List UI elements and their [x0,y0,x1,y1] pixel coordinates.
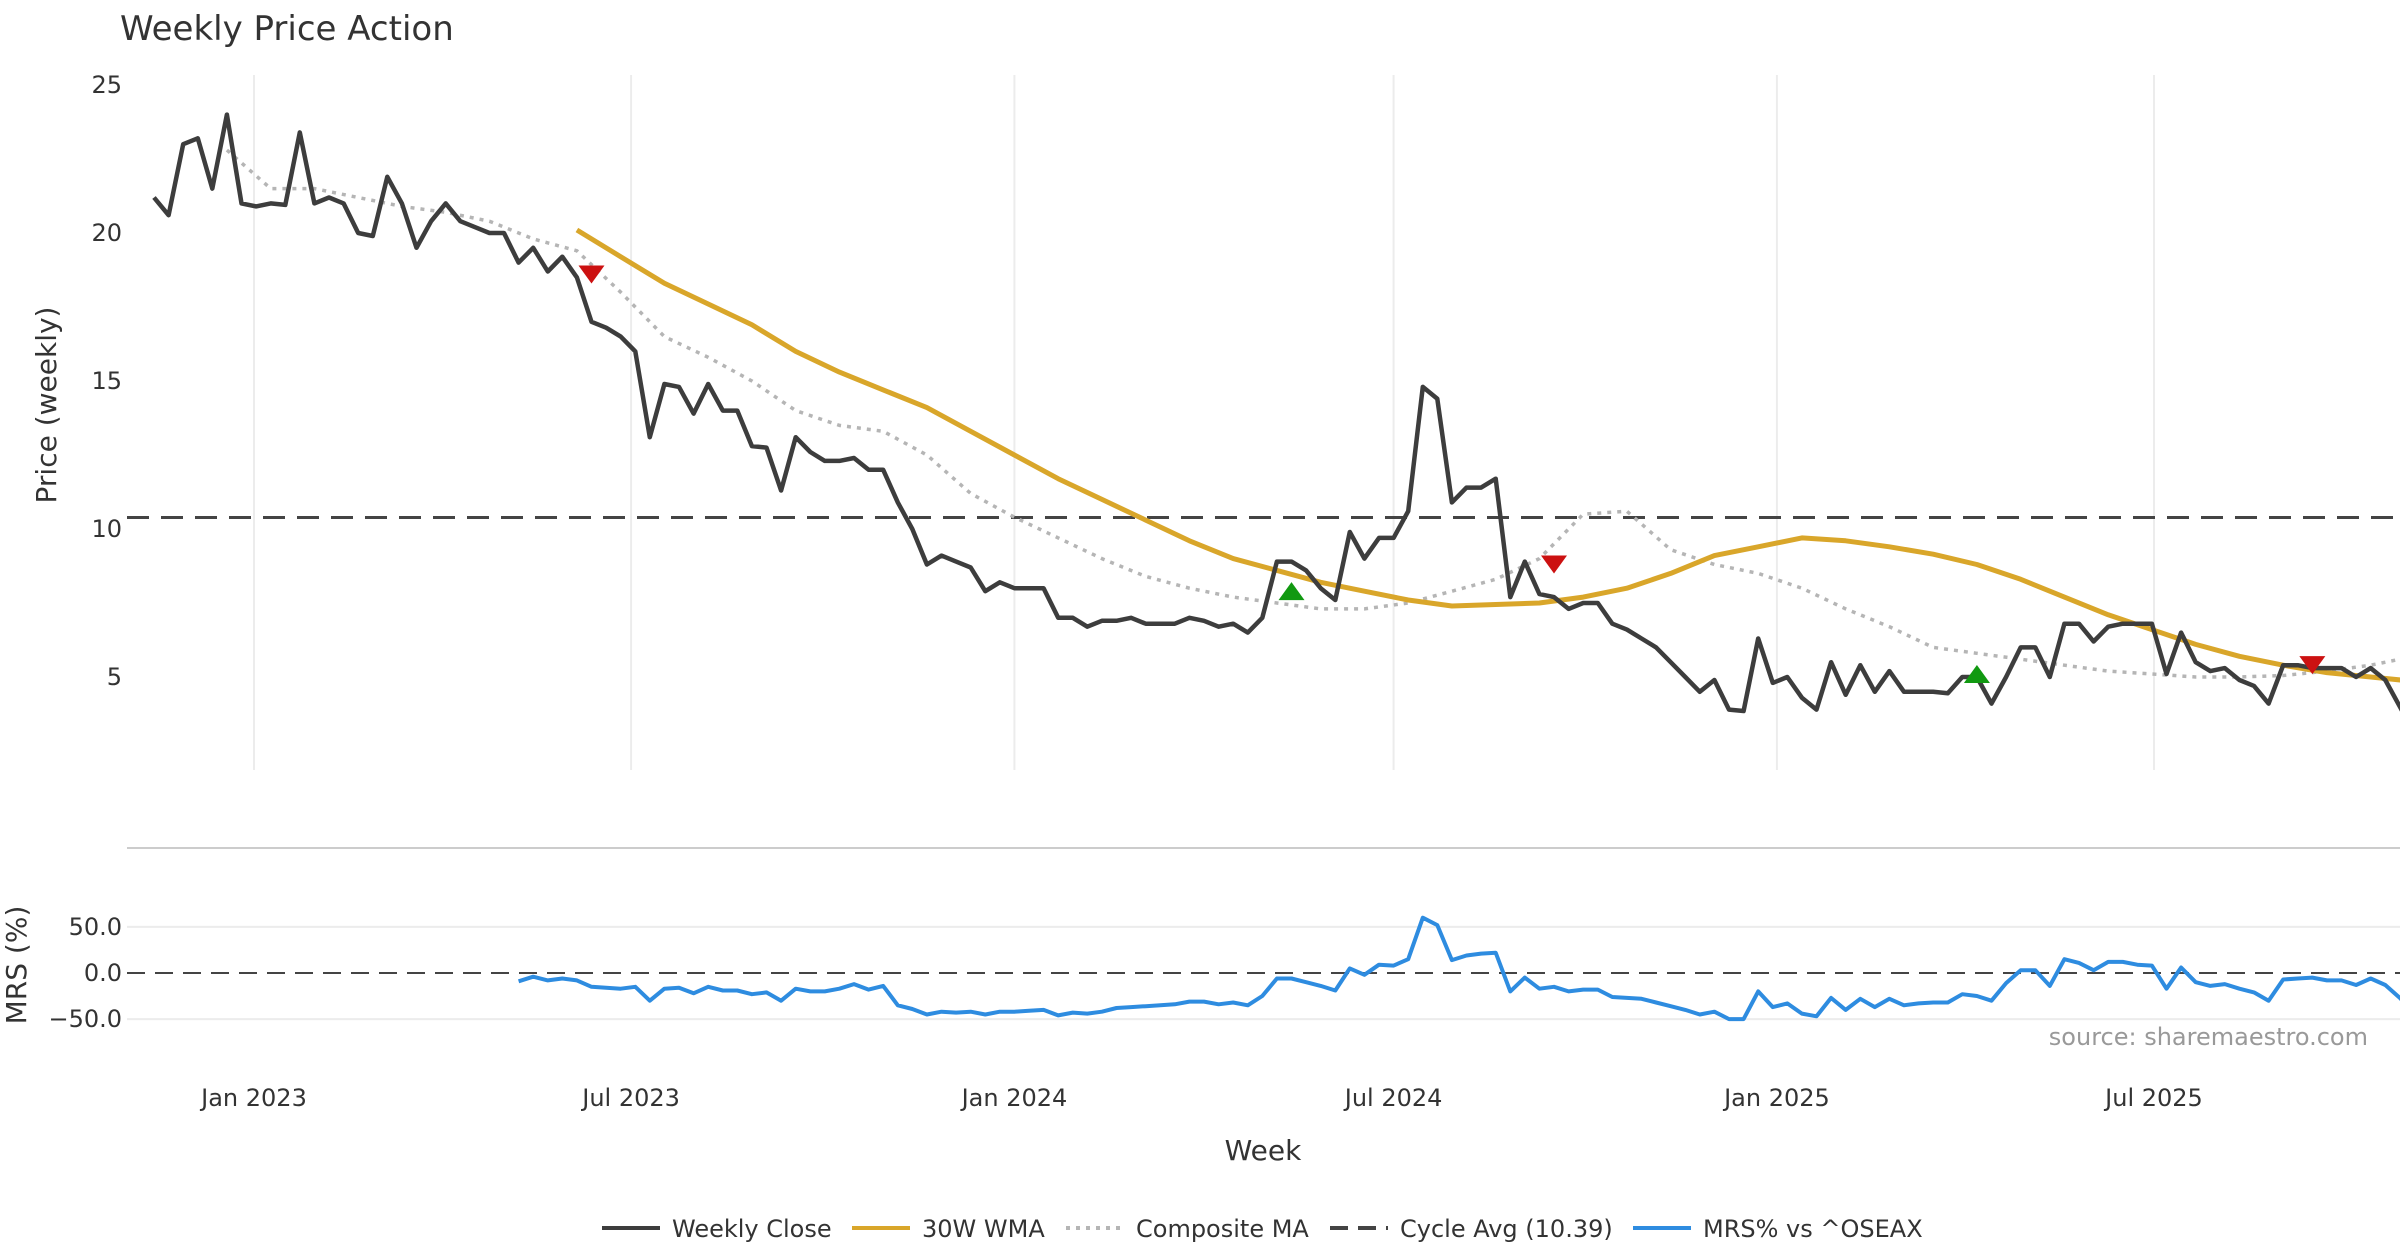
price-y-axis: 5 10 15 20 25 [91,71,122,691]
legend-weekly-close-label: Weekly Close [672,1215,832,1243]
sell-signal-marker [578,265,605,284]
mrs-y-axis-title: MRS (%) [0,906,33,1025]
signal-layer [578,265,2326,684]
legend-weekly-close: Weekly Close [602,1215,832,1243]
mrs-tick-label: −50.0 [48,1005,122,1033]
price-tick-label: 25 [91,71,122,99]
grid-layer [127,75,2400,1021]
sell-signal-marker [2299,656,2326,675]
mrs-y-axis: 50.0 0.0 −50.0 [48,913,122,1033]
legend: Weekly Close 30W WMA Composite MA Cycle Avg… [602,1215,1923,1243]
legend-mrs-label: MRS% vs ^OSEAX [1703,1215,1923,1243]
x-axis: Jan 2023 Jul 2023 Jan 2024 Jul 2024 Jan 2025… [199,1084,2203,1112]
mrs-tick-label: 50.0 [69,913,122,941]
x-tick-label: Jul 2024 [1343,1084,1443,1112]
legend-composite-ma: Composite MA [1066,1215,1309,1243]
legend-wma-label: 30W WMA [922,1215,1045,1243]
mrs-tick-label: 0.0 [84,959,122,987]
x-axis-title: Week [1225,1134,1302,1167]
legend-cycle-avg: Cycle Avg (10.39) [1330,1215,1613,1243]
legend-cycle-avg-label: Cycle Avg (10.39) [1400,1215,1613,1243]
price-tick-label: 10 [91,515,122,543]
chart-title: Weekly Price Action [120,9,454,49]
price-tick-label: 5 [107,663,122,691]
wma-line [575,227,2400,683]
legend-mrs: MRS% vs ^OSEAX [1633,1215,1923,1243]
legend-wma: 30W WMA [852,1215,1045,1243]
legend-composite-ma-label: Composite MA [1136,1215,1309,1243]
buy-signal-marker [1963,665,1990,684]
mrs-line [517,915,2400,1022]
x-tick-label: Jul 2023 [580,1084,680,1112]
source-note: source: sharemaestro.com [2049,1023,2368,1051]
x-tick-label: Jan 2024 [960,1084,1068,1112]
sell-signal-marker [1541,555,1567,574]
x-tick-label: Jan 2023 [199,1084,307,1112]
price-tick-label: 20 [91,219,122,247]
series-layer [127,112,2400,1022]
x-tick-label: Jan 2025 [1722,1084,1830,1112]
buy-signal-marker [1278,582,1305,601]
composite-ma-line [225,148,2400,679]
weekly-close-line [152,112,2400,714]
price-tick-label: 15 [91,367,122,395]
price-y-axis-title: Price (weekly) [30,307,63,504]
x-tick-label: Jul 2025 [2103,1084,2203,1112]
